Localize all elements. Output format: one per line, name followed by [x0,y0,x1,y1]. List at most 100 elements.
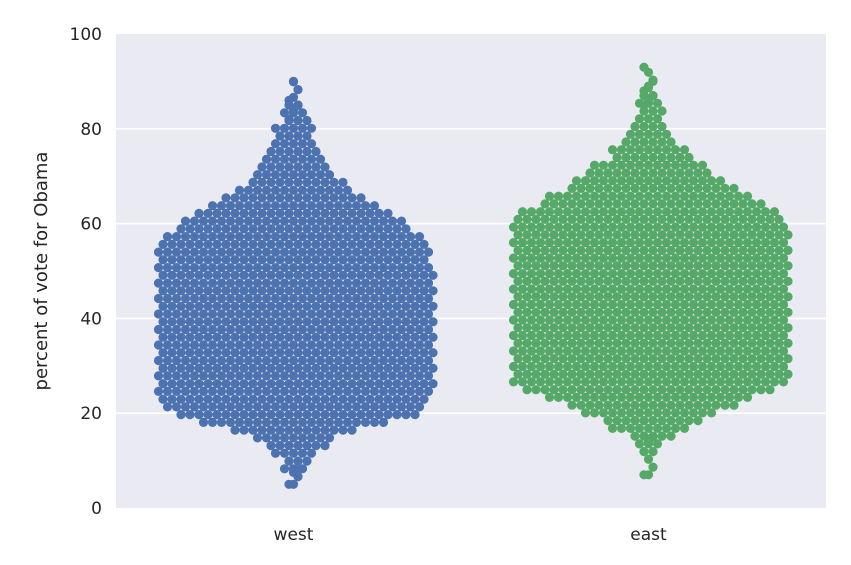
west-point [288,293,299,304]
west-point [324,417,335,427]
west-point [230,255,240,265]
west-point [392,317,402,327]
west-point [329,363,339,373]
west-point [392,394,402,404]
west-point [207,201,218,211]
west-point [387,263,398,273]
east-point [751,238,762,248]
east-point [562,377,573,387]
west-point [270,278,281,288]
east-point [630,214,640,224]
east-point [634,114,645,124]
west-point [212,286,222,296]
west-point [401,410,411,420]
west-point [261,185,272,195]
west-point [176,410,186,420]
east-point [616,408,627,418]
east-point [684,292,694,302]
west-point [207,417,218,427]
west-point [302,224,312,234]
east-point [598,299,609,310]
east-point [652,160,663,170]
west-point [428,348,438,358]
west-point [311,239,321,249]
west-point [320,162,330,172]
east-point [531,245,541,255]
east-point [715,346,726,356]
west-point [189,386,200,396]
west-point [320,379,330,389]
east-point [733,315,744,325]
west-point [383,255,393,265]
west-point [347,270,357,280]
east-point [733,269,744,279]
east-point [594,261,604,271]
east-point [648,323,658,333]
east-point [630,245,640,255]
west-point [396,263,407,273]
east-point [625,361,636,372]
east-point [576,183,586,193]
y-tick-label: 40 [80,309,102,329]
east-point [733,284,744,294]
west-point [342,185,353,195]
west-point [329,239,339,249]
east-point [756,245,766,255]
west-point [356,363,366,373]
west-point [369,263,380,273]
west-point [365,270,375,280]
east-point [747,214,757,224]
east-point [562,191,573,201]
west-point [176,394,186,404]
east-point [769,284,780,294]
east-point [634,377,645,387]
east-point [639,152,649,163]
east-point [760,269,771,279]
west-point [266,177,276,187]
west-point [230,332,240,342]
east-point [558,230,568,240]
west-point [203,286,213,296]
west-point [275,224,285,234]
west-point [279,108,290,118]
east-point [679,207,690,217]
east-point [576,369,586,379]
west-point [378,355,389,366]
east-point [670,160,681,170]
west-point [279,293,290,304]
east-point [688,222,699,232]
west-point [230,394,240,404]
east-point [657,230,667,240]
east-point [630,431,640,441]
east-point [652,315,663,325]
west-point [293,456,303,466]
east-point [652,284,663,294]
east-point [670,377,681,387]
east-point [643,408,654,418]
east-point [517,238,528,248]
east-point [702,307,712,317]
east-point [661,269,672,279]
east-point [585,369,595,379]
east-point [598,160,609,170]
west-point [347,193,357,203]
east-point [531,230,541,240]
east-point [675,152,685,163]
west-point [297,278,308,288]
west-point [266,224,276,234]
west-point [428,363,438,373]
west-point [270,371,281,381]
west-point [401,255,411,265]
west-point [266,193,276,203]
east-point [558,354,568,364]
west-point [189,247,200,257]
east-point [639,354,649,364]
east-point [576,307,586,317]
west-point [252,324,263,335]
east-point [513,369,523,379]
east-point [670,408,681,418]
east-point [639,447,649,457]
east-point [598,269,609,279]
west-point [275,193,285,203]
west-point [342,293,353,304]
